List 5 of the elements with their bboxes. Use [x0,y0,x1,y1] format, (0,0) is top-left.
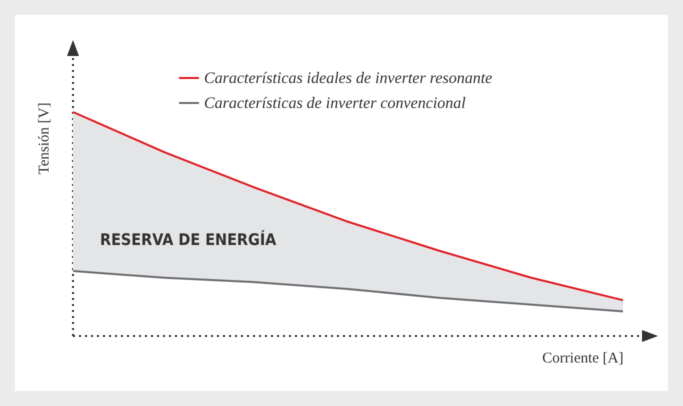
legend-label: Características de inverter convencional [204,95,466,112]
annotation: RESERVA DE ENERGÍA [100,230,278,249]
y-axis-title: Tensión [V] [36,102,52,174]
legend-label: Características ideales de inverter resonante [204,70,492,87]
x-axis-title: Corriente [A] [542,350,624,366]
